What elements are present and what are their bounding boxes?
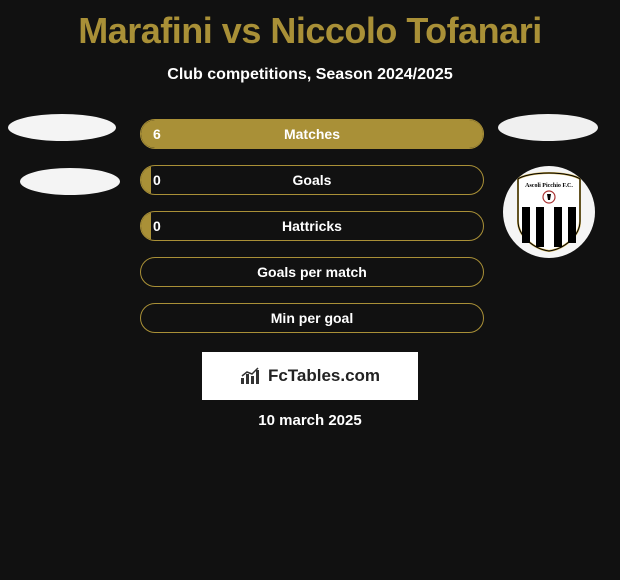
bar-matches: 6 Matches	[140, 119, 484, 149]
watermark: FcTables.com	[202, 352, 418, 400]
bar-goals: 0 Goals	[140, 165, 484, 195]
bar-fill	[141, 212, 151, 240]
bar-fill	[141, 166, 151, 194]
bar-label: Goals	[293, 172, 332, 188]
crest-icon: Ascoli Picchio F.C.	[514, 171, 584, 253]
watermark-text: FcTables.com	[268, 366, 380, 386]
bar-label: Min per goal	[271, 310, 353, 326]
svg-text:Ascoli Picchio F.C.: Ascoli Picchio F.C.	[525, 183, 573, 189]
chart-icon	[240, 366, 262, 386]
bar-hattricks: 0 Hattricks	[140, 211, 484, 241]
player-left-oval-1	[8, 114, 116, 141]
club-crest: Ascoli Picchio F.C.	[503, 166, 595, 258]
bar-min-per-goal: Min per goal	[140, 303, 484, 333]
bar-label: Hattricks	[282, 218, 342, 234]
date-label: 10 march 2025	[258, 412, 361, 429]
player-right-oval-1	[498, 114, 598, 141]
bar-label: Matches	[284, 126, 340, 142]
bar-value: 0	[153, 218, 161, 234]
bar-label: Goals per match	[257, 264, 367, 280]
bar-value: 6	[153, 126, 161, 142]
page-title: Marafini vs Niccolo Tofanari	[0, 0, 620, 52]
stat-bars-container: 6 Matches 0 Goals 0 Hattricks Goals per …	[140, 119, 484, 349]
player-left-oval-2	[20, 168, 120, 195]
subtitle: Club competitions, Season 2024/2025	[0, 66, 620, 84]
bar-goals-per-match: Goals per match	[140, 257, 484, 287]
bar-value: 0	[153, 172, 161, 188]
